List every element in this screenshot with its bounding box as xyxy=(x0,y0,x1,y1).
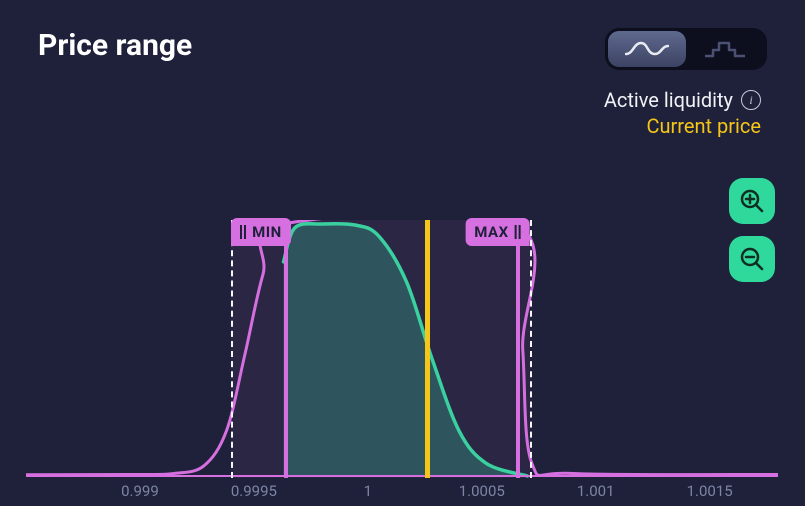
min-dashed-marker xyxy=(231,220,233,478)
x-axis-labels: 0.999 0.9995 1 1.0005 1.001 1.0015 xyxy=(26,482,778,506)
max-badge-label: MAX xyxy=(474,223,508,241)
min-range-handle-line[interactable] xyxy=(284,220,288,478)
max-range-badge[interactable]: MAX xyxy=(465,218,529,246)
selected-range-fill xyxy=(231,220,530,478)
current-price-line xyxy=(425,220,430,478)
info-icon[interactable]: i xyxy=(741,90,761,110)
x-tick-label: 1.0015 xyxy=(687,482,733,500)
drag-grip-icon xyxy=(240,225,246,239)
drag-grip-icon xyxy=(515,225,521,239)
legend-active-liquidity: Active liquidity xyxy=(604,88,733,112)
x-tick-label: 0.999 xyxy=(121,482,159,500)
view-mode-bars[interactable] xyxy=(686,31,764,67)
max-dashed-marker xyxy=(530,220,532,478)
zoom-in-button[interactable] xyxy=(729,178,775,224)
price-range-chart: MIN MAX 0.9990.999511.00051.0011.0015 xyxy=(26,220,778,478)
zoom-in-icon xyxy=(739,188,765,214)
x-tick-label: 1 xyxy=(364,482,372,500)
view-mode-curve[interactable] xyxy=(608,31,686,67)
min-range-badge[interactable]: MIN xyxy=(231,218,291,246)
x-tick-label: 0.9995 xyxy=(231,482,277,500)
curve-mode-icon xyxy=(625,40,669,58)
max-range-handle-line[interactable] xyxy=(516,220,520,478)
min-badge-label: MIN xyxy=(252,223,282,241)
x-tick-label: 1.0005 xyxy=(459,482,505,500)
x-tick-label: 1.001 xyxy=(577,482,615,500)
page-title: Price range xyxy=(38,28,192,63)
chart-legend: Active liquidity i Current price xyxy=(604,88,761,138)
bars-mode-icon xyxy=(703,40,747,58)
legend-current-price: Current price xyxy=(604,114,761,138)
view-mode-toggle xyxy=(605,28,767,70)
